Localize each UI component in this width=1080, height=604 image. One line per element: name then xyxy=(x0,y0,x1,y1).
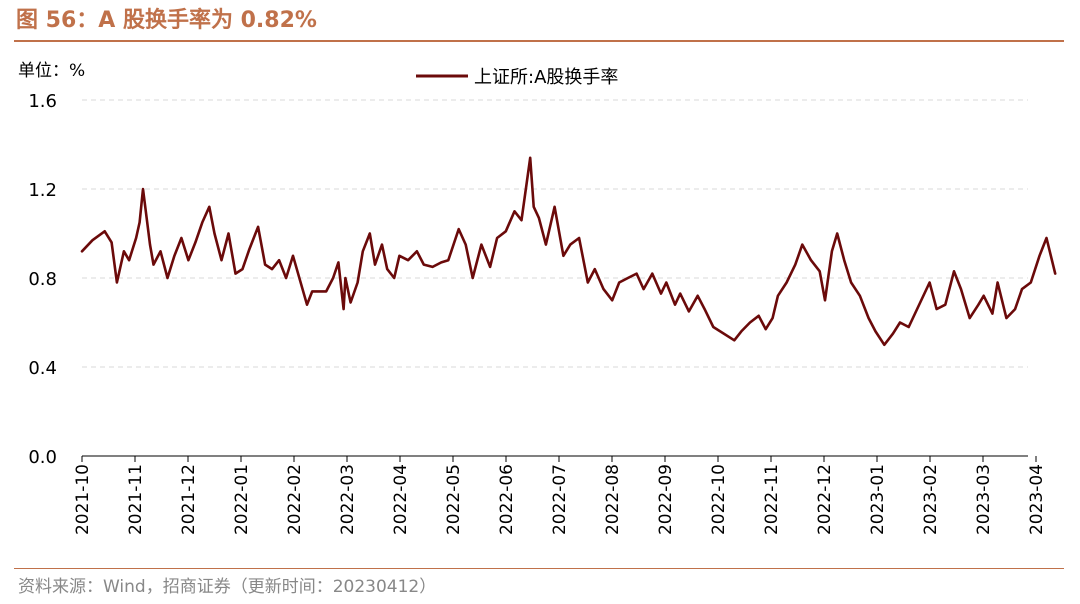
x-tick-label: 2022-09 xyxy=(656,464,676,535)
x-tick-label: 2022-08 xyxy=(603,464,623,535)
y-tick-label: 0.4 xyxy=(28,358,57,379)
x-tick-label: 2022-02 xyxy=(285,464,305,535)
x-tick-label: 2022-07 xyxy=(550,464,570,535)
source-note: 资料来源：Wind，招商证券（更新时间：20230412） xyxy=(18,577,437,597)
x-tick-label: 2021-12 xyxy=(179,464,199,535)
figure-title: 图 56：A 股换手率为 0.82% xyxy=(16,8,317,33)
series-line-0 xyxy=(80,156,1057,347)
y-tick-label: 1.2 xyxy=(28,180,57,201)
x-tick-label: 2022-03 xyxy=(338,464,358,535)
x-tick-label: 2023-03 xyxy=(974,464,994,535)
y-axis-ticks: 0.0 0.4 0.8 1.2 1.6 xyxy=(28,91,57,468)
x-tick-label: 2022-11 xyxy=(762,464,782,535)
x-tick-label: 2022-12 xyxy=(815,464,835,535)
legend-label: 上证所:A股换手率 xyxy=(474,67,618,88)
legend: 上证所:A股换手率 xyxy=(416,67,618,88)
x-tick-label: 2022-10 xyxy=(709,464,729,535)
x-tick-label: 2022-05 xyxy=(444,464,464,535)
x-tick-label: 2023-04 xyxy=(1027,464,1047,535)
x-tick-label: 2022-01 xyxy=(232,464,252,535)
series-layer xyxy=(80,156,1057,347)
x-tick-label: 2023-02 xyxy=(921,464,941,535)
x-tick-label: 2023-01 xyxy=(868,464,888,535)
y-tick-label: 1.6 xyxy=(28,91,57,112)
y-tick-label: 0.8 xyxy=(28,269,57,290)
x-tick-label: 2022-06 xyxy=(497,464,517,535)
unit-label: 单位：% xyxy=(18,61,86,81)
y-tick-label: 0.0 xyxy=(28,447,57,468)
source-rule xyxy=(14,568,1064,569)
x-tick-label: 2022-04 xyxy=(391,464,411,535)
x-axis-ticks: 2021-10 2021-11 2021-12 2022-01 2022-02 2022-… xyxy=(73,456,1047,535)
x-tick-label: 2021-10 xyxy=(73,464,93,535)
grid-lines xyxy=(82,99,1028,368)
title-rule xyxy=(14,40,1064,42)
x-tick-label: 2021-11 xyxy=(126,464,146,535)
